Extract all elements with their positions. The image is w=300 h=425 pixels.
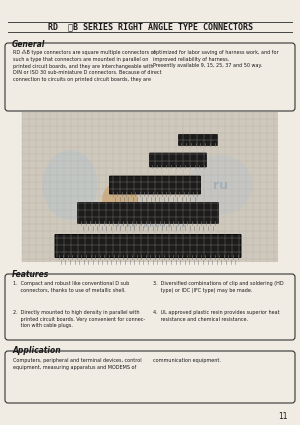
Text: optimized for labor saving of harness work, and for
improved reliability of harn: optimized for labor saving of harness wo… xyxy=(153,50,279,68)
Text: General: General xyxy=(12,40,45,49)
Text: Application: Application xyxy=(12,346,61,355)
Text: 4.  UL approved plastic resin provides superior heat
     resistance and chemica: 4. UL approved plastic resin provides su… xyxy=(153,310,280,322)
Text: 3.  Diversified combinations of clip and soldering (HD
     type) or IDC (IFC ty: 3. Diversified combinations of clip and … xyxy=(153,281,284,292)
FancyBboxPatch shape xyxy=(178,134,218,145)
Bar xyxy=(22,112,278,262)
Text: 11: 11 xyxy=(278,412,288,421)
FancyBboxPatch shape xyxy=(110,176,200,194)
FancyBboxPatch shape xyxy=(55,235,241,258)
FancyBboxPatch shape xyxy=(77,202,218,224)
Circle shape xyxy=(102,182,138,218)
Text: Computers, peripheral and terminal devices, control
equipment, measuring apparat: Computers, peripheral and terminal devic… xyxy=(13,358,142,370)
Text: 2.  Directly mounted to high density in parallel with
     printed circuit board: 2. Directly mounted to high density in p… xyxy=(13,310,145,328)
Text: Features: Features xyxy=(12,270,49,279)
Text: ru: ru xyxy=(212,178,227,192)
Text: 1.  Compact and robust like conventional D sub
     connectors, thanks to use of: 1. Compact and robust like conventional … xyxy=(13,281,129,292)
Ellipse shape xyxy=(188,155,253,215)
Text: communication equipment.: communication equipment. xyxy=(153,358,221,363)
Text: э л е к т р о н к а . r u: э л е к т р о н к а . r u xyxy=(115,223,185,227)
Text: RD ⁂B type connectors are square multiple connectors of
such a type that connect: RD ⁂B type connectors are square multipl… xyxy=(13,50,161,82)
Ellipse shape xyxy=(43,150,98,220)
FancyBboxPatch shape xyxy=(149,153,206,167)
Text: RD  ⁂B SERIES RIGHT ANGLE TYPE CONNECTORS: RD ⁂B SERIES RIGHT ANGLE TYPE CONNECTORS xyxy=(47,23,253,31)
